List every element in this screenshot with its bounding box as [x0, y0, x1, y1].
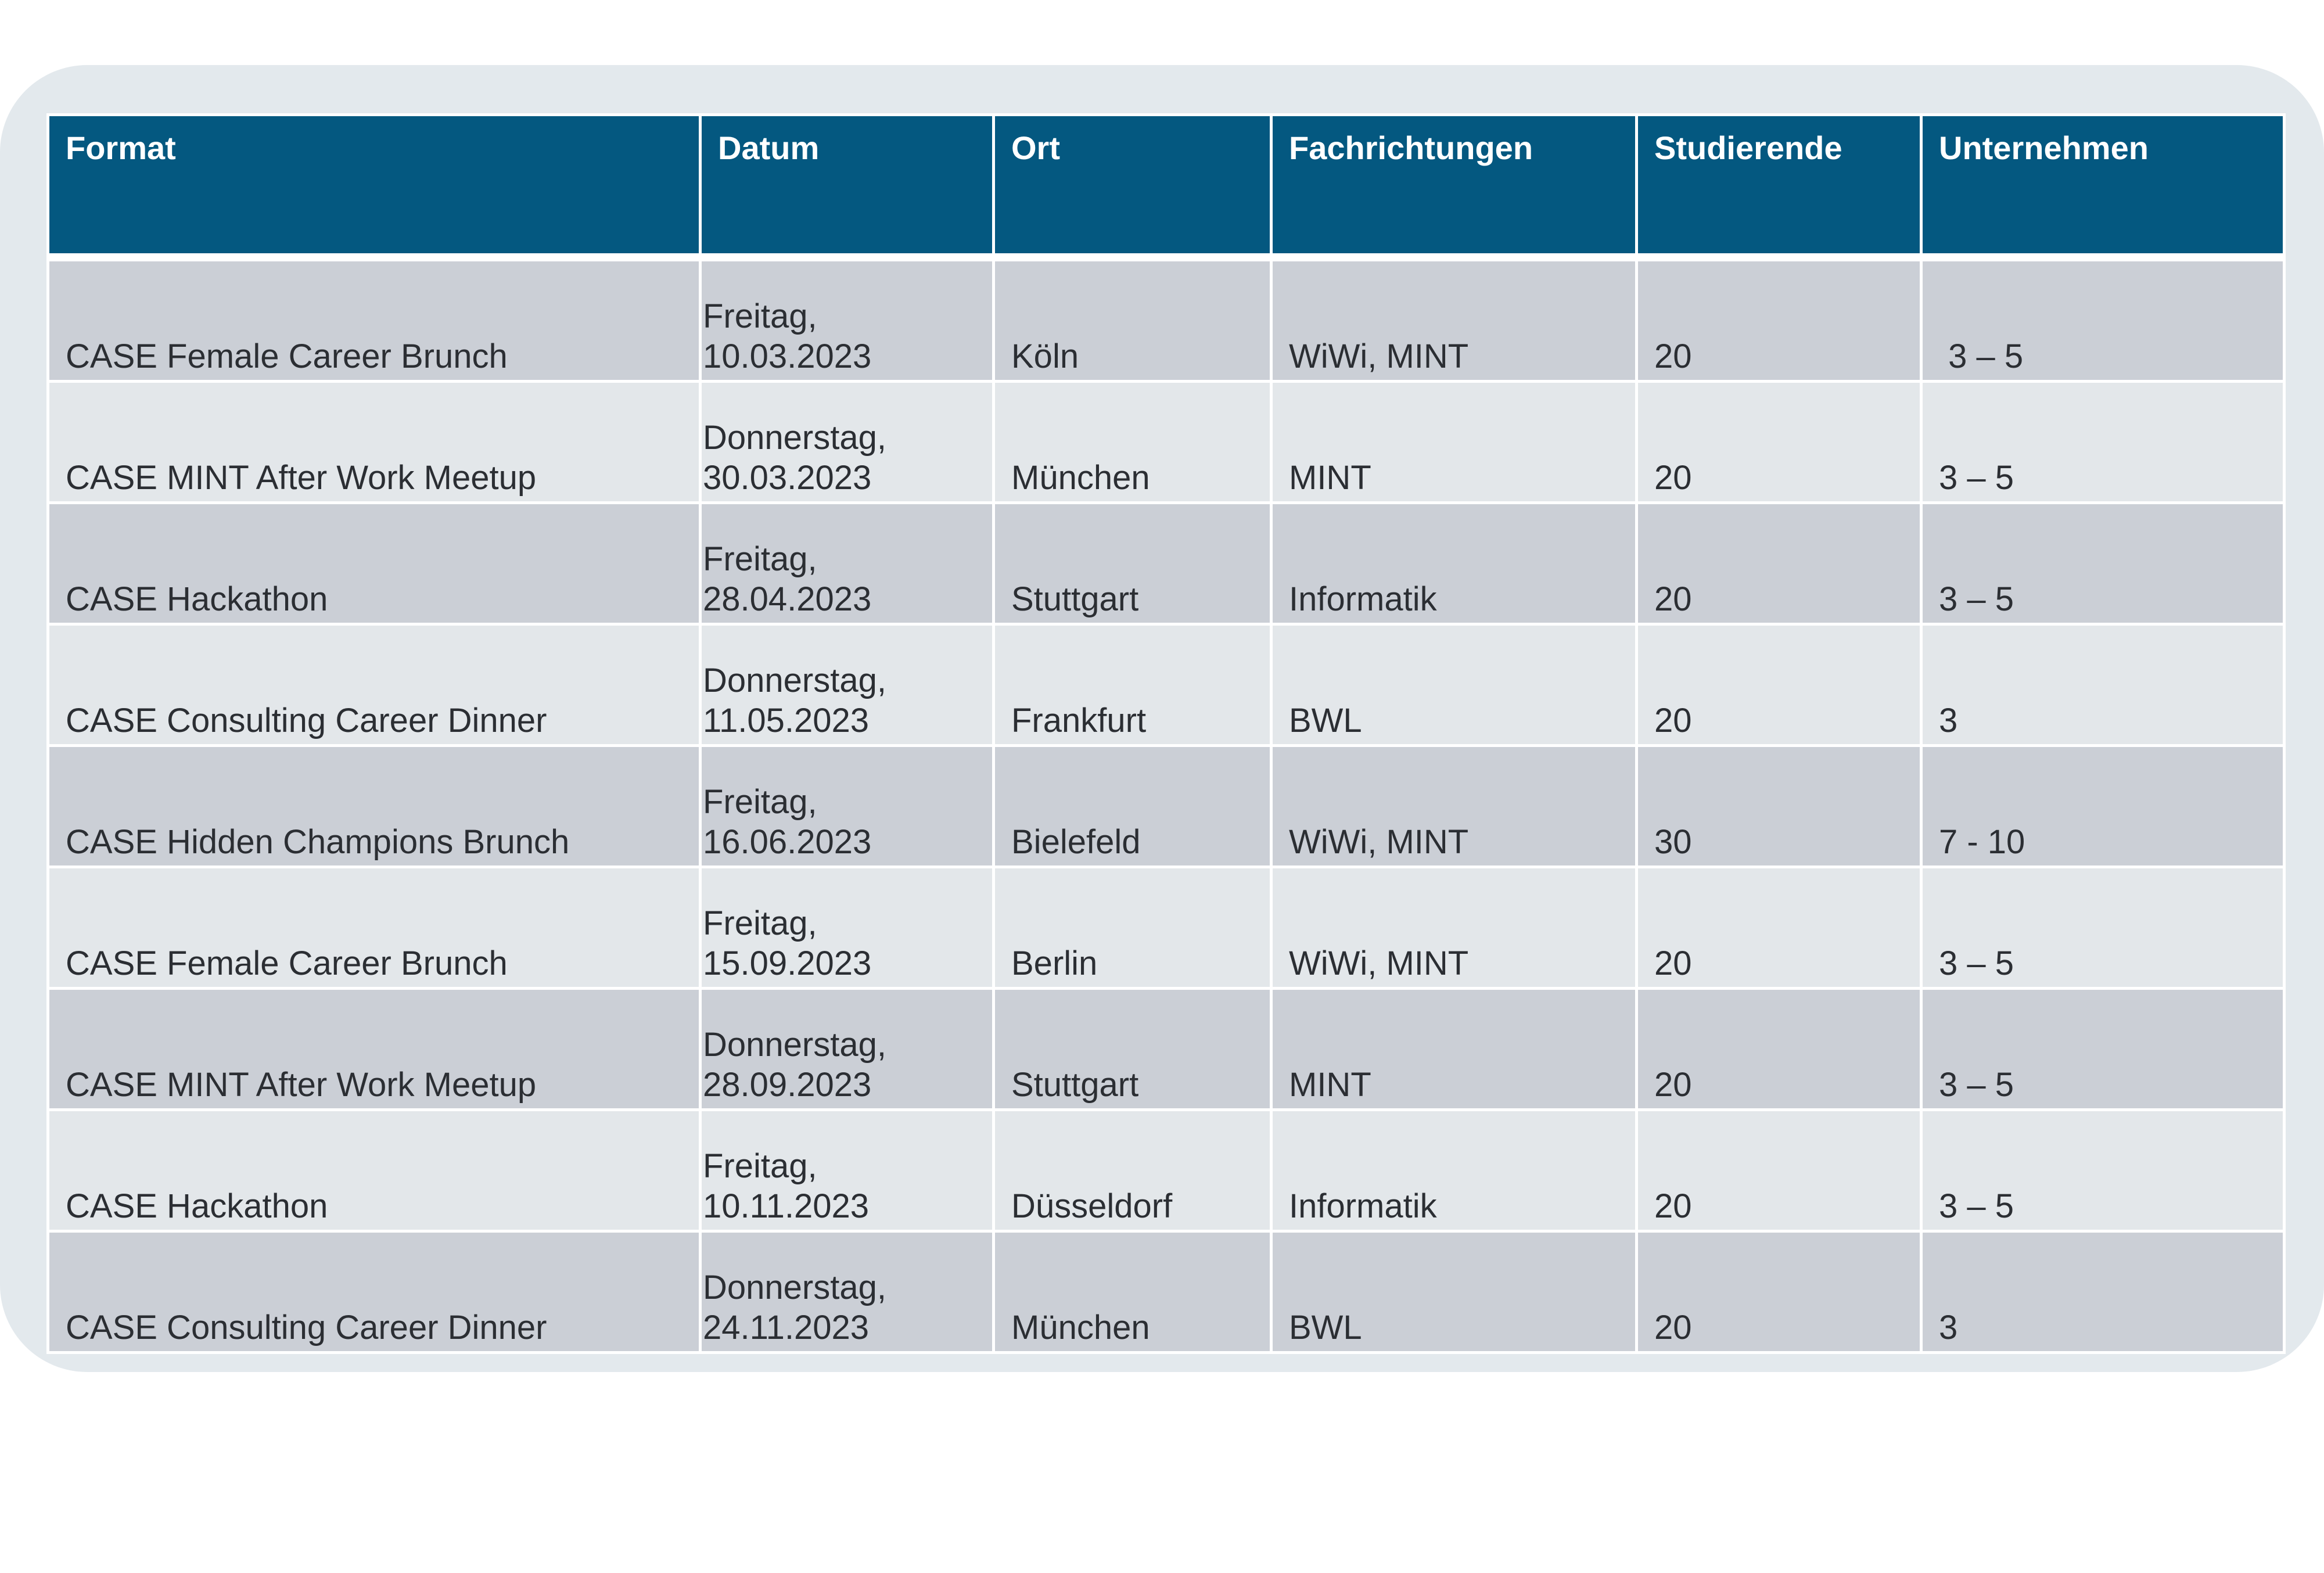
table-row: CASE Female Career Brunch Freitag, 10.03.…	[46, 253, 2286, 383]
ort-cell: Köln	[992, 253, 1273, 383]
ort-cell: München	[992, 380, 1273, 504]
studierende-cell: 20	[1635, 987, 1923, 1111]
weekday: Donnerstag,	[703, 419, 886, 457]
weekday: Freitag,	[703, 783, 817, 821]
ort-cell: Düsseldorf	[992, 1108, 1273, 1233]
date: 15.09.2023	[703, 944, 872, 982]
fachrichtungen-cell: Informatik	[1270, 1108, 1638, 1233]
studierende-cell: 20	[1635, 253, 1923, 383]
column-header-format: Format	[46, 113, 702, 259]
weekday: Donnerstag,	[703, 1269, 886, 1307]
date-cell: Freitag, 10.11.2023	[699, 1108, 995, 1233]
format-cell: CASE Female Career Brunch	[46, 253, 702, 383]
unternehmen-cell: 3 – 5	[1920, 987, 2286, 1111]
unternehmen-cell: 3 – 5	[1920, 1108, 2286, 1233]
studierende-cell: 20	[1635, 1108, 1923, 1233]
unternehmen-cell: 3	[1920, 623, 2286, 747]
column-header-datum: Datum	[699, 113, 995, 259]
fachrichtungen-cell: Informatik	[1270, 501, 1638, 626]
date: 30.03.2023	[703, 458, 872, 497]
unternehmen-cell: 3	[1920, 1230, 2286, 1354]
studierende-cell: 20	[1635, 1230, 1923, 1354]
date-cell: Donnerstag, 30.03.2023	[699, 380, 995, 504]
fachrichtungen-cell: WiWi, MINT	[1270, 744, 1638, 868]
format-cell: CASE Hidden Champions Brunch	[46, 744, 702, 868]
weekday: Freitag,	[703, 904, 817, 943]
unternehmen-cell: 3 – 5	[1920, 380, 2286, 504]
table-row: CASE Hackathon Freitag, 28.04.2023 Stuttg…	[46, 501, 2286, 626]
fachrichtungen-cell: BWL	[1270, 1230, 1638, 1354]
date: 16.06.2023	[703, 823, 872, 861]
format-cell: CASE Hackathon	[46, 1108, 702, 1233]
weekday: Freitag,	[703, 1147, 817, 1186]
unternehmen-cell: 7 - 10	[1920, 744, 2286, 868]
date: 10.11.2023	[703, 1187, 869, 1225]
format-cell: CASE MINT After Work Meetup	[46, 380, 702, 504]
unternehmen-cell: 3 – 5	[1920, 253, 2286, 383]
unternehmen-cell: 3 – 5	[1920, 501, 2286, 626]
fachrichtungen-cell: WiWi, MINT	[1270, 865, 1638, 990]
table-row: CASE Hackathon Freitag, 10.11.2023 Düssel…	[46, 1108, 2286, 1233]
weekday: Donnerstag,	[703, 662, 886, 700]
table-row: CASE Consulting Career Dinner Donnerstag…	[46, 1230, 2286, 1354]
fachrichtungen-cell: WiWi, MINT	[1270, 253, 1638, 383]
weekday: Freitag,	[703, 540, 817, 579]
column-header-fachrichtungen: Fachrichtungen	[1270, 113, 1638, 259]
ort-cell: Frankfurt	[992, 623, 1273, 747]
date-cell: Freitag, 16.06.2023	[699, 744, 995, 868]
studierende-cell: 20	[1635, 380, 1923, 504]
date: 10.03.2023	[703, 337, 872, 375]
ort-cell: Stuttgart	[992, 987, 1273, 1111]
date: 11.05.2023	[703, 701, 869, 739]
column-header-ort: Ort	[992, 113, 1273, 259]
column-header-studierende: Studierende	[1635, 113, 1923, 259]
header-row: Format Datum Ort Fachrichtungen Studiere…	[46, 113, 2286, 259]
format-cell: CASE Consulting Career Dinner	[46, 623, 702, 747]
ort-cell: München	[992, 1230, 1273, 1354]
table-row: CASE MINT After Work Meetup Donnerstag, 2…	[46, 987, 2286, 1111]
events-table: Format Datum Ort Fachrichtungen Studiere…	[46, 113, 2286, 1354]
format-cell: CASE MINT After Work Meetup	[46, 987, 702, 1111]
format-cell: CASE Female Career Brunch	[46, 865, 702, 990]
date-cell: Donnerstag, 11.05.2023	[699, 623, 995, 747]
column-header-unternehmen: Unternehmen	[1920, 113, 2286, 259]
studierende-cell: 20	[1635, 865, 1923, 990]
table-row: CASE Hidden Champions Brunch Freitag, 16.…	[46, 744, 2286, 868]
studierende-cell: 30	[1635, 744, 1923, 868]
unternehmen-cell: 3 – 5	[1920, 865, 2286, 990]
ort-cell: Stuttgart	[992, 501, 1273, 626]
weekday: Donnerstag,	[703, 1026, 886, 1064]
ort-cell: Berlin	[992, 865, 1273, 990]
table-row: CASE Female Career Brunch Freitag, 15.09.…	[46, 865, 2286, 990]
fachrichtungen-cell: MINT	[1270, 380, 1638, 504]
date-cell: Freitag, 10.03.2023	[699, 253, 995, 383]
date-cell: Freitag, 15.09.2023	[699, 865, 995, 990]
table-row: CASE MINT After Work Meetup Donnerstag, 3…	[46, 380, 2286, 504]
date-cell: Donnerstag, 28.09.2023	[699, 987, 995, 1111]
format-cell: CASE Hackathon	[46, 501, 702, 626]
studierende-cell: 20	[1635, 501, 1923, 626]
date: 24.11.2023	[703, 1308, 869, 1346]
fachrichtungen-cell: MINT	[1270, 987, 1638, 1111]
date-cell: Donnerstag, 24.11.2023	[699, 1230, 995, 1354]
fachrichtungen-cell: BWL	[1270, 623, 1638, 747]
format-cell: CASE Consulting Career Dinner	[46, 1230, 702, 1354]
studierende-cell: 20	[1635, 623, 1923, 747]
date: 28.04.2023	[703, 580, 872, 618]
date-cell: Freitag, 28.04.2023	[699, 501, 995, 626]
table-row: CASE Consulting Career Dinner Donnerstag…	[46, 623, 2286, 747]
date: 28.09.2023	[703, 1065, 872, 1104]
weekday: Freitag,	[703, 297, 817, 336]
ort-cell: Bielefeld	[992, 744, 1273, 868]
